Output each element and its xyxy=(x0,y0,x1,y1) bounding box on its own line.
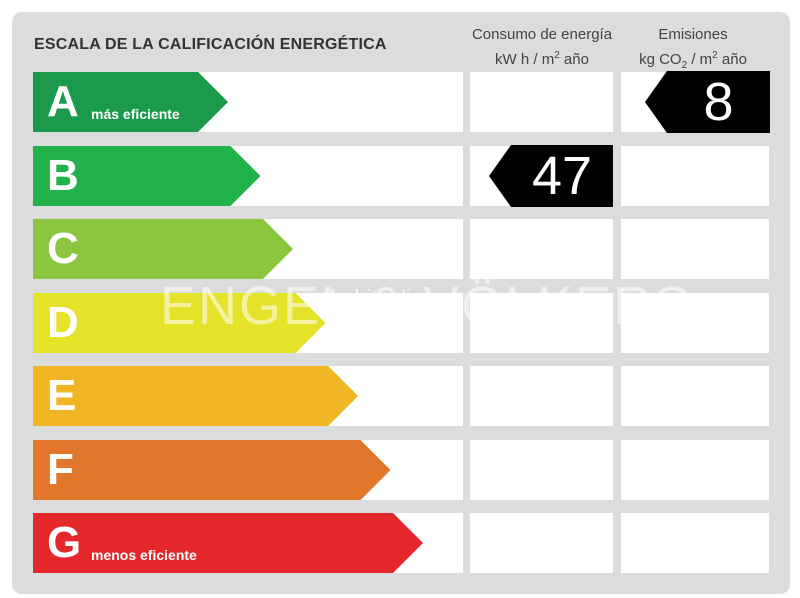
consumption-cell-c xyxy=(470,219,613,279)
consumption-badge: 47 xyxy=(489,145,613,207)
consumption-cell-g xyxy=(470,513,613,573)
rating-arrow-shape-f xyxy=(33,440,391,500)
consumption-header-title: Consumo de energía xyxy=(471,26,613,43)
rating-arrow-shape-b xyxy=(33,146,261,206)
consumption-cell-d xyxy=(470,293,613,353)
consumption-header-unit: kW h / m2 año xyxy=(495,50,589,68)
emissions-header-unit: kg CO2 / m2 año xyxy=(639,50,747,71)
rating-letter-d: D xyxy=(47,298,79,347)
consumption-cell-f xyxy=(470,440,613,500)
rating-letter-a: A xyxy=(47,77,79,126)
rating-arrow-b: B xyxy=(33,146,261,206)
watermark-overlay: habitaclia xyxy=(330,285,423,310)
rating-arrow-shape-d xyxy=(33,293,326,353)
emissions-cell-f xyxy=(621,440,769,500)
consumption-cell-a xyxy=(470,72,613,132)
consumption-cell-e xyxy=(470,366,613,426)
emissions-badge: 8 xyxy=(645,71,770,133)
rating-letter-e: E xyxy=(47,371,77,420)
rating-letter-f: F xyxy=(47,445,74,494)
consumption-header: Consumo de energía kW h / m2 año xyxy=(462,24,622,70)
page-title: ESCALA DE LA CALIFICACIÓN ENERGÉTICA xyxy=(34,36,387,53)
rating-arrow-d: D xyxy=(33,293,326,353)
emissions-badge-shape xyxy=(645,71,770,133)
emissions-cell-c xyxy=(621,219,769,279)
rating-arrow-c: C xyxy=(33,219,293,279)
rating-letter-g: G xyxy=(47,518,82,567)
rating-arrow-shape-c xyxy=(33,219,293,279)
rating-sublabel-a: más eficiente xyxy=(91,106,180,122)
consumption-badge-shape xyxy=(489,145,613,207)
watermark-brand: ENGEL & VÖLKERS xyxy=(160,276,693,336)
rating-letter-c: C xyxy=(47,224,79,273)
emissions-cell-e xyxy=(621,366,769,426)
rating-sublabel-g: menos eficiente xyxy=(91,547,197,563)
rating-arrow-e: E xyxy=(33,366,358,426)
emissions-header: Emisiones kg CO2 / m2 año xyxy=(618,24,768,76)
emissions-header-title: Emisiones xyxy=(658,26,728,43)
consumption-badge-value: 47 xyxy=(531,146,593,206)
rating-letter-b: B xyxy=(47,151,79,200)
emissions-cell-g xyxy=(621,513,769,573)
rating-arrow-shape-e xyxy=(33,366,358,426)
rating-arrow-f: F xyxy=(33,440,391,500)
emissions-badge-value: 8 xyxy=(703,72,734,132)
rating-arrow-shape-a xyxy=(33,72,228,132)
rating-arrow-shape-g xyxy=(33,513,423,573)
emissions-cell-d xyxy=(621,293,769,353)
emissions-cell-b xyxy=(621,146,769,206)
